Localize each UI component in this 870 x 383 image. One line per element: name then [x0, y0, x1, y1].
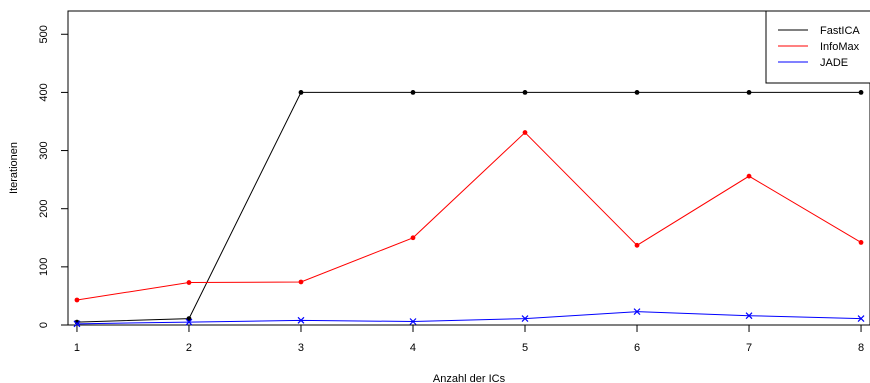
data-point-jade — [409, 318, 417, 325]
series-line-infomax — [76, 131, 862, 301]
y-tick-label: 0 — [38, 322, 50, 328]
x-axis: 1 2 3 4 5 6 7 8 — [74, 324, 864, 354]
y-tick-label: 100 — [38, 258, 50, 276]
legend-box — [765, 10, 870, 84]
y-axis-label: Iterationen — [8, 142, 20, 194]
data-point-fastica — [298, 90, 304, 95]
data-point-infomax — [634, 242, 640, 248]
data-point-infomax — [74, 297, 80, 303]
x-tick-label: 5 — [522, 342, 528, 354]
x-tick-label: 2 — [186, 342, 192, 354]
data-point-jade — [73, 320, 81, 328]
legend-label-infomax: InfoMax — [820, 41, 860, 53]
data-point-fastica — [186, 316, 192, 322]
data-point-fastica — [522, 90, 528, 95]
series-layer — [73, 90, 865, 328]
data-point-fastica — [634, 90, 640, 95]
x-tick-label: 1 — [74, 342, 80, 354]
data-point-infomax — [522, 130, 528, 135]
x-tick-label: 4 — [410, 342, 416, 354]
legend: FastICA InfoMax JADE — [765, 10, 870, 84]
x-axis-label: Anzahl der ICs — [433, 373, 506, 383]
x-tick-label: 7 — [746, 342, 752, 354]
data-point-infomax — [298, 279, 304, 285]
y-axis: 0 100 200 300 400 500 — [38, 25, 69, 328]
data-point-fastica — [410, 90, 416, 95]
data-point-jade — [521, 315, 529, 323]
data-point-infomax — [186, 280, 192, 285]
y-tick-label: 400 — [38, 83, 50, 101]
y-tick-label: 500 — [38, 25, 50, 43]
data-point-fastica — [746, 90, 752, 95]
data-point-jade — [297, 316, 305, 324]
data-point-jade — [185, 318, 193, 326]
data-point-infomax — [858, 240, 864, 245]
data-point-jade — [857, 315, 865, 323]
y-tick-label: 200 — [38, 200, 50, 218]
series-line-fastica — [76, 91, 862, 323]
data-point-infomax — [746, 173, 752, 179]
plot-frame — [67, 10, 870, 326]
series-line-jade — [76, 311, 862, 325]
x-tick-label: 3 — [298, 342, 304, 354]
data-point-jade — [745, 312, 753, 320]
x-tick-label: 8 — [858, 342, 864, 354]
x-tick-label: 6 — [634, 342, 640, 354]
data-point-jade — [633, 308, 641, 316]
data-point-infomax — [410, 235, 416, 241]
y-tick-label: 300 — [38, 141, 50, 159]
data-point-fastica — [858, 90, 864, 95]
legend-label-jade: JADE — [820, 57, 848, 69]
legend-label-fastica: FastICA — [820, 25, 860, 37]
